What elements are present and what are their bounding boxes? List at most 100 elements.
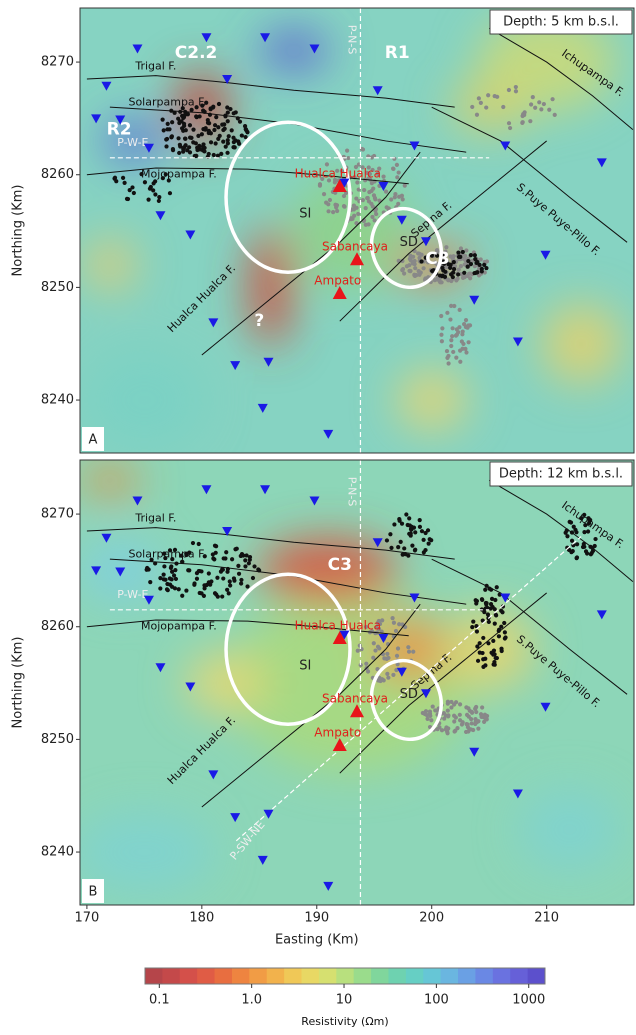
earthquake [182,124,186,128]
earthquake [469,253,473,257]
earthquake [461,250,465,254]
earthquake [484,105,488,109]
earthquake [234,110,238,114]
earthquake [333,180,337,184]
earthquake [458,360,462,364]
earthquake [414,273,418,277]
resistivity-blob [259,31,329,71]
earthquake [531,95,535,99]
earthquake [364,223,368,227]
zone-label: SD [400,687,418,702]
earthquake [342,204,346,208]
earthquake [406,645,410,649]
earthquake [157,195,161,199]
earthquake [162,128,166,132]
earthquake [454,278,458,282]
earthquake [481,665,485,669]
earthquake [232,576,236,580]
earthquake [148,580,152,584]
earthquake [464,705,468,709]
earthquake [225,588,229,592]
earthquake [470,625,474,629]
earthquake [470,105,474,109]
earthquake [169,566,173,570]
x-tick-label: 190 [304,911,329,926]
earthquake [132,191,136,195]
earthquake [364,662,368,666]
earthquake [167,127,171,131]
earthquake [467,340,471,344]
earthquake [547,108,551,112]
earthquake [443,270,447,274]
earthquake [457,267,461,271]
fault-label: Trigal F. [134,60,176,73]
earthquake [449,344,453,348]
earthquake [446,713,450,717]
earthquake [456,250,460,254]
earthquake [442,716,446,720]
colorbar-swatch [319,968,337,984]
earthquake [411,650,415,654]
fault-label: Solarpampa F. [128,96,206,109]
earthquake [479,101,483,105]
earthquake [389,197,393,201]
earthquake [178,143,182,147]
earthquake [370,215,374,219]
earthquake [528,119,532,123]
earthquake [450,334,454,338]
earthquake [371,187,375,191]
earthquake [507,121,511,125]
earthquake [458,713,462,717]
earthquake [170,585,174,589]
earthquake [188,150,192,154]
earthquake [221,576,225,580]
earthquake [177,587,181,591]
earthquake [220,123,224,127]
earthquake [395,175,399,179]
earthquake [385,652,389,656]
earthquake [463,347,467,351]
earthquake [207,152,211,156]
earthquake [180,594,184,598]
earthquake [376,645,380,649]
earthquake [195,146,199,150]
earthquake [220,594,224,598]
volcano-label: Hualca Hualca [295,619,381,633]
earthquake [194,114,198,118]
earthquake [449,338,453,342]
earthquake [126,197,130,201]
earthquake [462,271,466,275]
earthquake [195,577,199,581]
earthquake [464,325,468,329]
earthquake [326,209,330,213]
earthquake [467,272,471,276]
earthquake [396,545,400,549]
earthquake [470,721,474,725]
volcano-label: Hualca Hualca [295,167,381,181]
earthquake [397,170,401,174]
earthquake [395,163,399,167]
earthquake [413,266,417,270]
earthquake [170,134,174,138]
earthquake [237,142,241,146]
earthquake [423,712,427,716]
earthquake [219,570,223,574]
earthquake [458,702,462,706]
earthquake [460,339,464,343]
y-axis-label: Northing (Km) [11,637,26,729]
earthquake [508,126,512,130]
earthquake [157,199,161,203]
earthquake [245,584,249,588]
earthquake [446,709,450,713]
profile-label: P-N-S [345,25,358,55]
earthquake [145,566,149,570]
panel-letter: A [89,433,98,448]
earthquake [170,120,174,124]
colorbar-swatch [267,968,285,984]
x-tick-label: 180 [189,911,214,926]
earthquake [570,539,574,543]
earthquake [500,610,504,614]
earthquake [503,630,507,634]
x-tick-label: 170 [74,911,99,926]
earthquake [174,577,178,581]
